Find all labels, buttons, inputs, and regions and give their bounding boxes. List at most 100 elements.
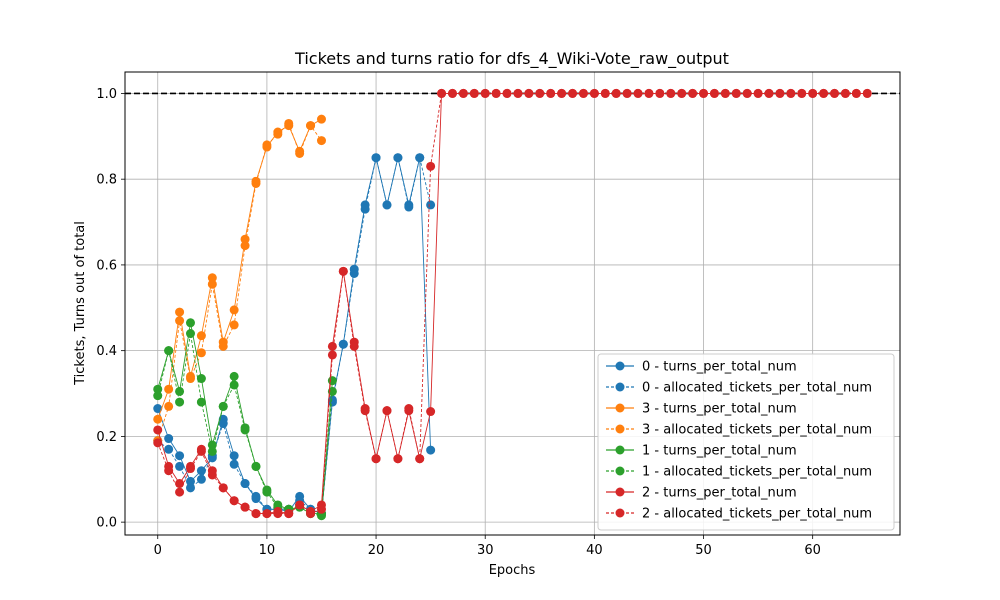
data-point bbox=[764, 88, 774, 98]
data-point bbox=[415, 454, 425, 464]
data-point bbox=[164, 346, 174, 356]
data-point bbox=[557, 88, 567, 98]
data-point bbox=[862, 88, 872, 98]
y-tick-label: 0.0 bbox=[96, 516, 117, 531]
legend-marker bbox=[615, 424, 625, 434]
data-point bbox=[851, 88, 861, 98]
data-point bbox=[426, 407, 436, 417]
x-tick-label: 40 bbox=[586, 543, 603, 558]
legend-entry: 2 - allocated_tickets_per_total_num bbox=[642, 507, 872, 522]
legend-marker bbox=[615, 403, 625, 413]
legend-marker bbox=[615, 445, 625, 455]
data-point bbox=[240, 425, 250, 435]
data-point bbox=[666, 88, 676, 98]
x-tick-label: 50 bbox=[695, 543, 712, 558]
data-point bbox=[447, 88, 457, 98]
series-7 bbox=[153, 88, 872, 519]
data-point bbox=[808, 88, 818, 98]
data-point bbox=[207, 446, 217, 456]
data-point bbox=[196, 446, 206, 456]
data-point bbox=[731, 88, 741, 98]
data-point bbox=[819, 88, 829, 98]
legend-marker bbox=[615, 361, 625, 371]
data-point bbox=[207, 273, 217, 283]
data-point bbox=[218, 483, 228, 493]
data-point bbox=[426, 161, 436, 171]
data-point bbox=[699, 88, 709, 98]
data-point bbox=[578, 88, 588, 98]
data-point bbox=[284, 509, 294, 519]
data-point bbox=[164, 444, 174, 454]
data-point bbox=[524, 88, 534, 98]
data-point bbox=[262, 140, 272, 150]
data-point bbox=[153, 391, 163, 401]
data-point bbox=[262, 487, 272, 497]
y-tick-label: 0.8 bbox=[96, 173, 117, 188]
data-point bbox=[327, 386, 337, 396]
data-point bbox=[404, 404, 414, 414]
data-point bbox=[415, 153, 425, 163]
data-point bbox=[480, 88, 490, 98]
data-point bbox=[240, 241, 250, 251]
data-point bbox=[775, 88, 785, 98]
data-point bbox=[251, 509, 261, 519]
data-point bbox=[196, 397, 206, 407]
data-point bbox=[240, 479, 250, 489]
data-point bbox=[229, 305, 239, 315]
data-point bbox=[327, 350, 337, 360]
data-point bbox=[229, 380, 239, 390]
data-point bbox=[240, 234, 250, 244]
data-point bbox=[491, 88, 501, 98]
data-point bbox=[327, 341, 337, 351]
x-tick-label: 30 bbox=[477, 543, 494, 558]
data-point bbox=[153, 384, 163, 394]
data-point bbox=[709, 88, 719, 98]
data-point bbox=[273, 129, 283, 139]
legend-entry: 1 - allocated_tickets_per_total_num bbox=[642, 465, 872, 480]
data-point bbox=[295, 500, 305, 510]
data-point bbox=[546, 88, 556, 98]
data-point bbox=[655, 88, 665, 98]
data-point bbox=[175, 461, 185, 471]
data-point bbox=[426, 200, 436, 210]
data-point bbox=[469, 88, 479, 98]
data-point bbox=[207, 279, 217, 289]
legend-marker bbox=[615, 466, 625, 476]
data-point bbox=[273, 509, 283, 519]
data-point bbox=[327, 376, 337, 386]
series-3 bbox=[153, 118, 326, 446]
data-point bbox=[153, 404, 163, 414]
data-point bbox=[371, 153, 381, 163]
series-2 bbox=[153, 114, 326, 424]
data-point bbox=[426, 445, 436, 455]
data-point bbox=[349, 341, 359, 351]
data-point bbox=[251, 178, 261, 188]
data-point bbox=[218, 341, 228, 351]
data-point bbox=[797, 88, 807, 98]
data-point bbox=[175, 307, 185, 317]
data-point bbox=[458, 88, 468, 98]
data-point bbox=[316, 504, 326, 514]
data-point bbox=[349, 268, 359, 278]
data-point bbox=[196, 348, 206, 358]
data-point bbox=[153, 414, 163, 424]
data-point bbox=[251, 461, 261, 471]
data-point bbox=[502, 88, 512, 98]
series-0 bbox=[153, 153, 436, 519]
data-point bbox=[786, 88, 796, 98]
data-point bbox=[262, 509, 272, 519]
data-point bbox=[153, 438, 163, 448]
data-point bbox=[185, 329, 195, 339]
data-point bbox=[393, 454, 403, 464]
data-point bbox=[175, 451, 185, 461]
data-point bbox=[688, 88, 698, 98]
data-point bbox=[164, 384, 174, 394]
data-point bbox=[316, 114, 326, 124]
data-point bbox=[218, 419, 228, 429]
data-point bbox=[229, 459, 239, 469]
data-point bbox=[393, 153, 403, 163]
data-point bbox=[316, 511, 326, 521]
plot-frame bbox=[124, 71, 901, 536]
data-point bbox=[742, 88, 752, 98]
